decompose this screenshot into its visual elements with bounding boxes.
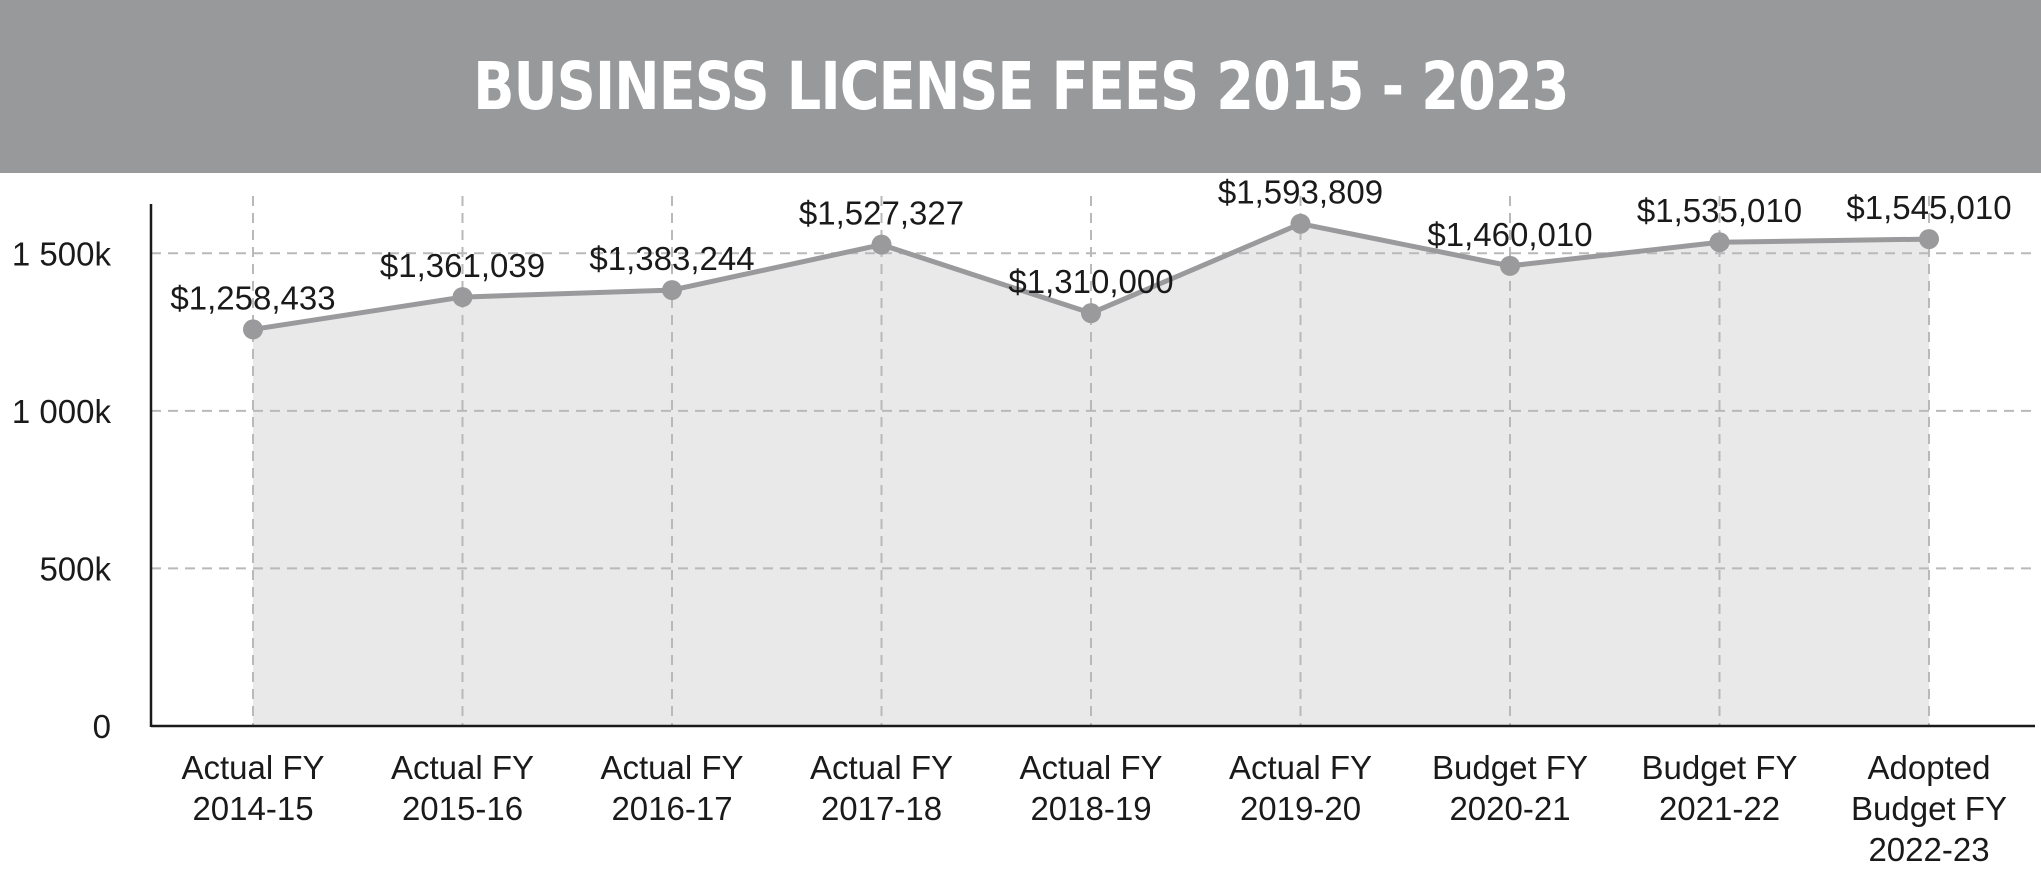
x-tick-label-line: 2017-18 <box>821 790 942 827</box>
x-tick-label-line: 2015-16 <box>402 790 523 827</box>
x-tick-label: Actual FY 2014-15 <box>181 749 324 827</box>
x-tick-label-line: 2021-22 <box>1659 790 1780 827</box>
data-point <box>1081 303 1101 324</box>
x-tick-label-line: Actual FY <box>391 749 534 786</box>
x-tick-label-line: 2019-20 <box>1240 790 1361 827</box>
data-point <box>243 319 263 340</box>
x-tick-label-line: 2022-23 <box>1868 831 1989 868</box>
data-point <box>871 234 892 255</box>
x-tick-label: Actual FY 2017-18 <box>810 749 953 827</box>
data-label: $1,383,244 <box>589 240 754 277</box>
chart-title: BUSINESS LICENSE FEES 2015 - 2023 <box>472 48 1569 125</box>
x-tick-label-line: Actual FY <box>1019 749 1162 786</box>
data-label: $1,535,010 <box>1637 192 1802 229</box>
x-tick-label-line: Budget FY <box>1851 790 2007 827</box>
data-point <box>1709 232 1730 253</box>
data-label: $1,545,010 <box>1846 189 2011 226</box>
data-point <box>1290 213 1311 234</box>
x-tick-label: Actual FY 2018-19 <box>1019 749 1162 827</box>
data-label: $1,593,809 <box>1218 174 1383 211</box>
data-label: $1,460,010 <box>1427 216 1592 253</box>
data-point <box>1919 229 1939 250</box>
x-tick-label-line: Actual FY <box>1229 749 1372 786</box>
data-label: $1,527,327 <box>799 195 964 232</box>
x-tick-label-line: Budget FY <box>1642 749 1798 786</box>
x-tick-label-line: Actual FY <box>600 749 743 786</box>
y-tick-label: 1 500k <box>12 235 112 272</box>
x-tick-label: Adopted Budget FY 2022-23 <box>1851 749 2007 868</box>
business-license-fees-chart: 0 500k 1 000k 1 500k $1,258,433 $1,361,039 $1,… <box>12 174 2035 868</box>
chart-title-bar: BUSINESS LICENSE FEES 2015 - 2023 <box>0 0 2041 173</box>
data-point <box>1500 255 1520 276</box>
y-tick-label: 0 <box>93 708 111 745</box>
x-tick-label: Budget FY 2020-21 <box>1432 749 1588 827</box>
x-tick-label-line: Actual FY <box>810 749 953 786</box>
data-point <box>452 287 473 308</box>
x-tick-label-line: 2014-15 <box>192 790 313 827</box>
x-tick-label: Actual FY 2016-17 <box>600 749 743 827</box>
data-label: $1,310,000 <box>1008 263 1173 300</box>
x-tick-label-line: Budget FY <box>1432 749 1588 786</box>
x-tick-label-line: 2020-21 <box>1449 790 1570 827</box>
data-point <box>662 280 682 301</box>
x-tick-label-line: Actual FY <box>181 749 324 786</box>
x-tick-label-line: 2016-17 <box>611 790 732 827</box>
x-tick-label-line: 2018-19 <box>1030 790 1151 827</box>
x-tick-label-line: Adopted <box>1868 749 1991 786</box>
y-tick-label: 500k <box>39 550 111 587</box>
x-tick-label: Actual FY 2019-20 <box>1229 749 1372 827</box>
x-tick-label: Actual FY 2015-16 <box>391 749 534 827</box>
x-tick-label: Budget FY 2021-22 <box>1642 749 1798 827</box>
data-label: $1,258,433 <box>170 279 335 316</box>
y-tick-label: 1 000k <box>12 393 112 430</box>
data-label: $1,361,039 <box>380 247 545 284</box>
